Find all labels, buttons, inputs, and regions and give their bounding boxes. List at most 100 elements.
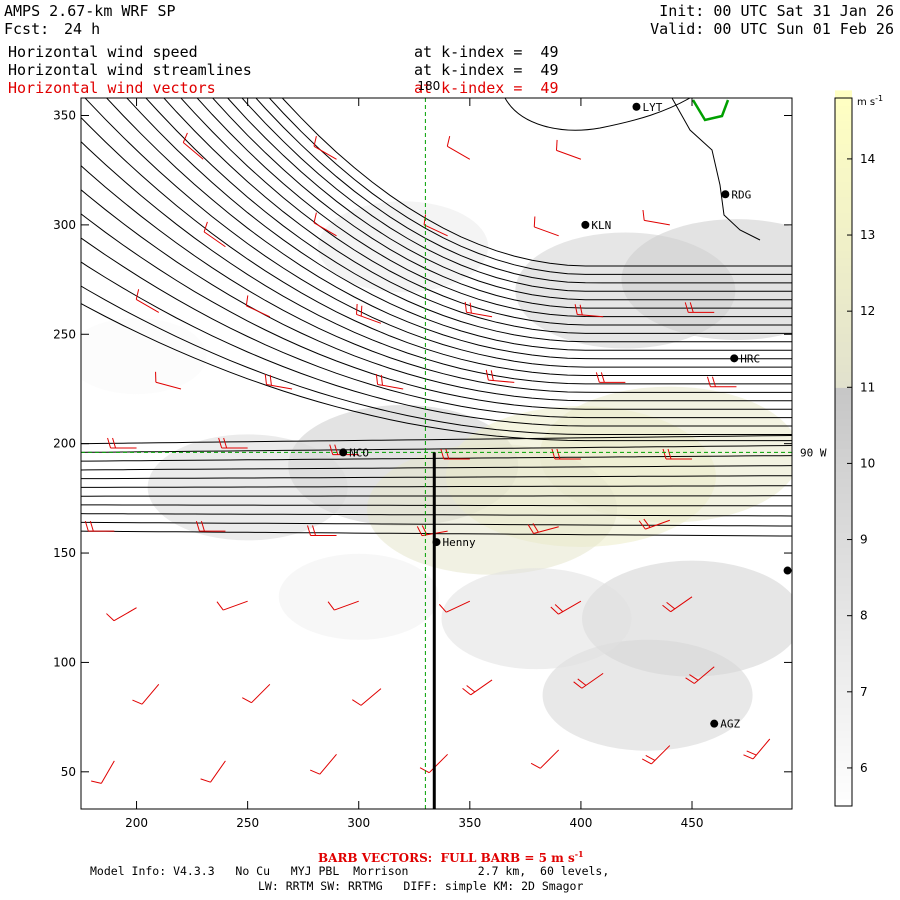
streamline	[268, 98, 792, 275]
colorbar-swatch	[835, 714, 852, 723]
colorbar-swatch	[835, 425, 852, 434]
wind-barbs	[84, 132, 771, 784]
station-hrc: HRC	[730, 352, 760, 365]
wind-barb	[91, 760, 115, 784]
colorbar-swatch	[835, 570, 852, 579]
colorbar-tick-label: 11	[860, 380, 875, 394]
colorbar-swatch	[835, 539, 852, 548]
wind-barb	[685, 666, 715, 684]
field-level-vectors: at k-index = 49	[414, 79, 559, 97]
colorbar-swatch	[835, 646, 852, 655]
x-tick-label: 200	[125, 816, 148, 830]
colorbar-swatch	[835, 326, 852, 335]
colorbar-swatch	[835, 691, 852, 701]
speed-blob	[542, 639, 753, 751]
meridian-90w-label: 90 W	[800, 446, 827, 459]
station-label: Henny	[443, 536, 476, 549]
colorbar-swatch	[835, 166, 852, 175]
colorbar-swatch	[835, 676, 852, 685]
station-nco: NCO	[339, 446, 369, 459]
streamline	[81, 189, 792, 402]
wind-barb	[533, 216, 559, 237]
colorbar-swatch	[835, 524, 852, 533]
colorbar-swatch	[835, 318, 852, 327]
wind-barb	[638, 518, 670, 530]
colorbar-swatch	[835, 699, 852, 708]
x-tick-label: 400	[569, 816, 592, 830]
colorbar-swatch	[835, 729, 852, 739]
streamline	[81, 116, 792, 376]
colorbar-swatch	[835, 295, 852, 305]
meridian-180-label: 180	[417, 79, 440, 93]
wind-barb	[106, 607, 137, 622]
streamline	[81, 445, 792, 453]
colorbar-swatch	[835, 143, 852, 152]
colorbar-swatch	[835, 577, 852, 586]
forecast-label: Fcst:	[4, 20, 50, 38]
init-time: Init: 00 UTC Sat 31 Jan 26	[659, 2, 894, 20]
wind-barb	[310, 753, 337, 775]
coastline-north	[504, 98, 691, 131]
colorbar-swatch	[835, 303, 852, 312]
colorbar-swatch	[835, 493, 852, 503]
colorbar-swatch	[835, 684, 852, 693]
colorbar-swatch	[835, 615, 852, 624]
wind-barb	[203, 221, 226, 248]
land-outline	[691, 99, 730, 122]
map-overlay: 180 90 W LYT RDG KLN HRC NCO Henny AGZ	[81, 79, 827, 809]
wind-barb	[555, 139, 582, 160]
colorbar-swatch	[835, 668, 852, 678]
colorbar-swatch	[835, 501, 852, 510]
streamline	[81, 237, 792, 419]
station-marker	[339, 448, 348, 457]
colorbar-swatch	[835, 722, 852, 731]
station-label: KLN	[591, 219, 611, 232]
station-marker	[721, 190, 730, 199]
barb-legend-exp: -1	[574, 849, 584, 859]
colorbar-swatch	[835, 174, 852, 183]
wind-barb	[440, 448, 470, 460]
streamline	[81, 303, 792, 442]
colorbar-tick-label: 10	[860, 456, 875, 470]
station-marker	[710, 719, 719, 728]
wind-barb	[419, 753, 448, 774]
streamline	[163, 98, 792, 334]
speed-blob	[367, 443, 618, 575]
wind-barb	[706, 376, 737, 388]
y-tick-label: 200	[53, 437, 76, 451]
colorbar-swatch	[835, 257, 852, 267]
colorbar-swatch	[835, 136, 852, 145]
station-marker	[632, 102, 641, 111]
colorbar-swatch	[835, 402, 852, 411]
wind-barb	[438, 600, 471, 613]
wind-barb	[307, 525, 337, 537]
coastline-east	[671, 98, 761, 241]
colorbar-swatch	[835, 745, 852, 754]
colorbar-frame	[834, 97, 853, 807]
station-marker	[581, 220, 590, 229]
wind-barb	[132, 683, 160, 705]
wind-barb	[155, 371, 182, 390]
wind-barb	[218, 437, 248, 449]
colorbar-swatch	[835, 653, 852, 662]
station-marker	[730, 354, 739, 363]
speed-blob	[441, 568, 632, 670]
colorbar-swatch	[835, 623, 852, 632]
wind-barb	[195, 521, 226, 532]
colorbar-swatch	[835, 554, 852, 563]
station-unnamed	[783, 566, 792, 575]
colorbar-swatch	[835, 707, 852, 716]
station-kln: KLN	[581, 219, 611, 232]
colorbar-tick-label: 13	[860, 228, 875, 242]
colorbar-swatch	[835, 410, 852, 419]
wind-barb	[462, 679, 493, 696]
station-lyt: LYT	[632, 101, 663, 114]
colorbar-swatch	[835, 204, 852, 213]
station-label: HRC	[740, 352, 760, 365]
field-level-streamlines: at k-index = 49	[414, 61, 559, 79]
wind-barb	[327, 600, 359, 611]
station-rdg: RDG	[721, 188, 751, 201]
colorbar-swatch	[835, 311, 852, 320]
colorbar-swatch	[835, 471, 852, 480]
